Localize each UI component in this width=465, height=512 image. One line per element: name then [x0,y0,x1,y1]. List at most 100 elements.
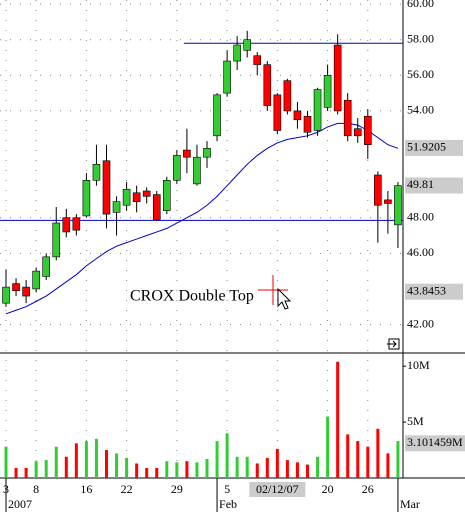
candle-body [213,94,221,137]
x-tick-label: 16 [80,482,92,496]
volume-bar [235,456,239,478]
volume-bar [205,458,209,478]
volume-bar [346,434,350,478]
y-tick-label: 46.00 [407,245,434,259]
candle-body [183,149,191,158]
candle-body [72,217,81,231]
candle-body [394,185,402,226]
annotation: CROX Double Top [130,288,254,305]
volume-bar [225,433,229,478]
marker-label: 3.101459M [407,435,463,449]
volume-bar [185,461,189,478]
candle-body [112,201,121,213]
candle-body [42,256,51,277]
x-tick-label: 02/12/07 [256,482,299,496]
marker-box [405,435,465,452]
volume-bar [396,441,400,478]
volume-bar [14,467,18,478]
y-tick-label: 48.00 [407,209,434,223]
x-tick-label: 20 [322,482,334,496]
volume-bar [326,416,330,478]
candle-body [374,174,382,206]
volume-bar [255,463,259,478]
volume-bar [4,446,8,478]
candle-body [253,55,262,65]
candle-body [142,190,151,197]
volume-bar [295,462,299,478]
volume-bar [34,461,38,478]
x-tick-label: 29 [171,482,183,496]
volume-bar [275,448,279,478]
candle-body [343,99,352,137]
marker-label: 51.9205 [407,140,446,154]
volume-bar [74,443,78,478]
y-tick-label: 60.00 [407,0,434,10]
candle-body [152,194,161,220]
candle-body [52,222,61,258]
mouse-cursor [277,287,292,310]
y-tick-label: 5M [407,414,424,428]
candle-body [333,44,342,112]
icon-arrow [387,340,397,348]
volume-bar [215,441,219,478]
volume-bar [265,457,269,478]
volume-bar [336,361,340,478]
candle-body [283,80,292,112]
candle-body [313,89,322,131]
candle-body [303,115,312,133]
y-tick-label: 42.00 [407,316,434,330]
candle-body [122,188,131,206]
x-tick-label: 5 [224,482,230,496]
volume-bar [316,456,320,478]
candle-body [2,286,10,304]
candle-body [22,286,30,297]
volume-bar [155,467,159,478]
crosshair [258,275,288,305]
candle-body [223,60,231,94]
candle-body [384,199,392,204]
volume-bar [356,441,360,478]
volume-bar [44,460,48,478]
volume-bar [195,462,199,478]
volume-bar [165,461,169,478]
volume-bar [125,457,129,478]
candle-body [363,115,372,146]
candle-body [102,160,111,215]
x-major-label: 2007 [8,497,32,511]
volume-bar [84,441,88,478]
candle-body [203,147,211,158]
candle-body [82,180,91,217]
y-tick-label: 54.00 [407,103,434,117]
highlight-box [249,482,306,497]
volume-bar [115,453,119,478]
x-tick-label: 26 [362,482,374,496]
volume-bar [94,438,98,478]
candle-body [323,74,332,108]
volume-bar [175,462,179,478]
y-tick-label: 58.00 [407,31,434,45]
panel-icon [387,338,400,350]
volume-bar [376,428,380,478]
volume-bar [366,446,370,478]
volume-bar [245,456,249,478]
volume-bar [105,450,108,478]
candle-body [163,180,171,211]
candle-body [92,164,101,181]
marker-box [405,139,463,156]
volume-bar [135,463,139,478]
candle-body [132,192,141,202]
moving-average [5,122,399,315]
candle-body [263,64,272,106]
candle-body [62,217,71,233]
marker-box [405,283,463,300]
volume-bar [285,460,289,478]
volume-bar [54,446,58,478]
candle-body [193,156,201,185]
volume-bar [386,453,390,478]
x-tick-label: 8 [33,482,39,496]
candle-body [293,110,302,121]
volume-bar [306,464,309,478]
volume-bar [64,456,68,478]
